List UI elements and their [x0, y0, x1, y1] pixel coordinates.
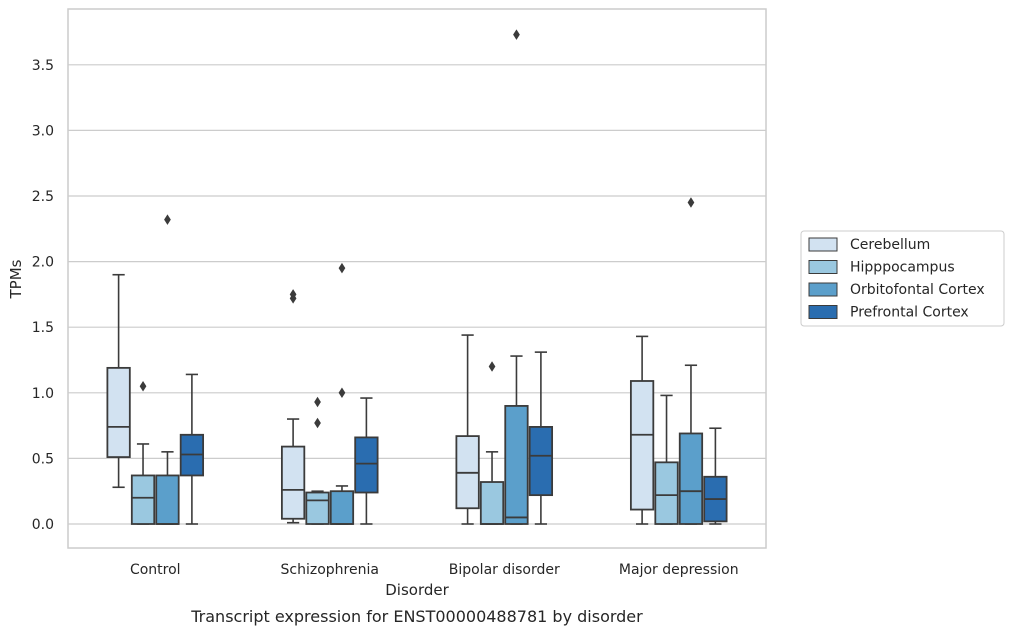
box-cerebellum: [280, 289, 306, 524]
box-cerebellum: [455, 334, 480, 525]
y-tick-label: 2.5: [32, 189, 54, 205]
iqr-box: [354, 436, 379, 494]
legend-label: Prefrontal Cortex: [850, 305, 969, 321]
legend-label: Orbitofontal Cortex: [850, 282, 985, 298]
outlier-point: [488, 361, 496, 372]
outlier-point: [139, 380, 147, 392]
outlier-point: [314, 417, 321, 429]
legend-swatch: [808, 282, 838, 297]
box-prefrontal-cortex: [354, 397, 379, 525]
box-orbitofontal-cortex: [504, 29, 529, 525]
outlier-point: [164, 214, 171, 225]
box-orbitofontal-cortex: [329, 262, 355, 525]
y-tick-label: 3.5: [32, 58, 54, 74]
y-tick-label: 0.5: [32, 451, 54, 467]
y-tick-label: 3.0: [32, 123, 54, 139]
box-cerebellum: [106, 273, 131, 489]
iqr-box: [155, 474, 180, 525]
chart-caption: Transcript expression for ENST0000048878…: [190, 607, 643, 626]
box-orbitofontal-cortex: [678, 197, 704, 525]
outlier-point: [338, 262, 346, 274]
x-tick-labels: Control Schizophrenia Bipolar disorder Majo…: [130, 562, 739, 578]
y-axis-label: TPMs: [7, 259, 25, 299]
iqr-box: [305, 491, 330, 525]
box-prefrontal-cortex: [703, 427, 728, 525]
iqr-box: [329, 490, 355, 525]
legend: Cerebellum Hipppocampus Orbitofontal Corte…: [800, 230, 1005, 327]
box-hipppocampus: [305, 396, 330, 525]
iqr-box: [479, 481, 505, 525]
plot-frame: [67, 8, 767, 549]
iqr-box: [629, 380, 655, 511]
legend-swatch: [808, 305, 838, 319]
x-tick-label: Major depression: [619, 562, 739, 578]
legend-swatch: [808, 260, 838, 274]
box-cerebellum: [629, 335, 655, 525]
legend-label: Cerebellum: [850, 237, 930, 253]
legend-label: Hipppocampus: [850, 260, 955, 276]
outlier-point: [687, 197, 695, 208]
outlier-point: [513, 29, 520, 40]
outlier-point: [289, 289, 297, 300]
iqr-box: [678, 432, 704, 525]
y-tick-label: 1.5: [32, 320, 54, 336]
iqr-box: [654, 461, 679, 525]
box-hipppocampus: [130, 380, 156, 525]
iqr-box: [280, 445, 306, 520]
iqr-box: [130, 474, 156, 525]
x-axis-label: Disorder: [385, 581, 449, 599]
outlier-point: [338, 387, 346, 399]
x-tick-label: Schizophrenia: [281, 562, 379, 578]
box-prefrontal-cortex: [179, 373, 205, 525]
box-prefrontal-cortex: [528, 351, 554, 525]
box-hipppocampus: [654, 394, 679, 525]
y-tick-label: 0.0: [32, 517, 54, 533]
grid-lines: [68, 64, 766, 525]
legend-swatch: [808, 237, 838, 252]
outlier-point: [314, 396, 321, 408]
iqr-box: [528, 426, 554, 497]
x-tick-label: Bipolar disorder: [449, 562, 560, 578]
box-hipppocampus: [479, 361, 505, 525]
x-tick-label: Control: [130, 562, 181, 578]
iqr-box: [504, 405, 529, 525]
y-tick-labels: 0.0 0.5 1.0 1.5 2.0 2.5 3.0 3.5: [32, 58, 54, 533]
y-tick-label: 2.0: [32, 255, 54, 271]
box-groups: [106, 29, 728, 525]
box-orbitofontal-cortex: [155, 214, 180, 525]
iqr-box: [106, 366, 131, 458]
y-tick-label: 1.0: [32, 386, 54, 402]
legend-frame: [800, 230, 1005, 327]
